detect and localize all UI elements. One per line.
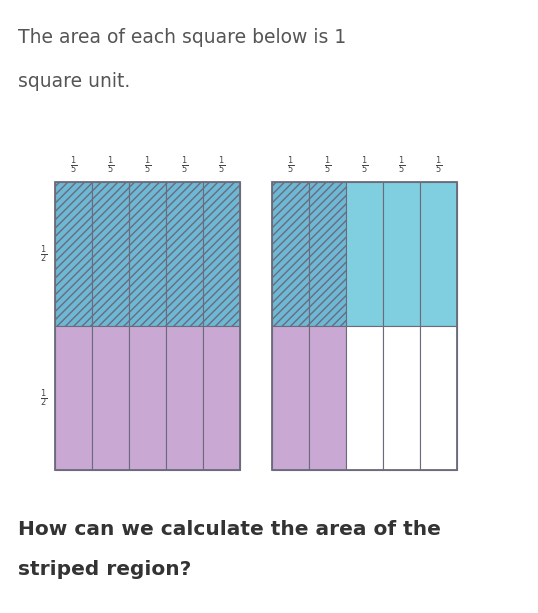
Bar bbox=[92, 182, 129, 326]
Bar bbox=[346, 326, 383, 470]
Bar bbox=[309, 182, 346, 326]
Bar bbox=[55, 182, 240, 470]
Text: $\frac{1}{2}$: $\frac{1}{2}$ bbox=[40, 243, 47, 265]
Text: $\frac{1}{5}$: $\frac{1}{5}$ bbox=[287, 154, 294, 176]
Text: $\frac{1}{5}$: $\frac{1}{5}$ bbox=[435, 154, 442, 176]
Text: $\frac{1}{5}$: $\frac{1}{5}$ bbox=[218, 154, 225, 176]
Text: $\frac{1}{5}$: $\frac{1}{5}$ bbox=[107, 154, 114, 176]
Bar bbox=[272, 182, 457, 470]
Bar bbox=[55, 182, 92, 326]
Bar bbox=[420, 326, 457, 470]
Bar bbox=[55, 326, 92, 470]
Bar bbox=[272, 182, 309, 326]
Text: How can we calculate the area of the: How can we calculate the area of the bbox=[18, 520, 441, 539]
Text: $\frac{1}{5}$: $\frac{1}{5}$ bbox=[70, 154, 77, 176]
Text: $\frac{1}{5}$: $\frac{1}{5}$ bbox=[181, 154, 188, 176]
Bar bbox=[166, 182, 203, 326]
Bar bbox=[129, 182, 166, 326]
Text: square unit.: square unit. bbox=[18, 72, 130, 91]
Bar bbox=[420, 182, 457, 326]
Bar bbox=[203, 182, 240, 326]
Bar bbox=[383, 182, 420, 326]
Text: $\frac{1}{5}$: $\frac{1}{5}$ bbox=[361, 154, 368, 176]
Text: striped region?: striped region? bbox=[18, 560, 191, 579]
Bar bbox=[203, 326, 240, 470]
Bar bbox=[272, 326, 309, 470]
Bar bbox=[92, 326, 129, 470]
Bar bbox=[383, 326, 420, 470]
Bar bbox=[309, 326, 346, 470]
Bar bbox=[129, 326, 166, 470]
Text: $\frac{1}{2}$: $\frac{1}{2}$ bbox=[40, 387, 47, 409]
Text: $\frac{1}{5}$: $\frac{1}{5}$ bbox=[144, 154, 151, 176]
Text: $\frac{1}{5}$: $\frac{1}{5}$ bbox=[324, 154, 331, 176]
Bar bbox=[346, 182, 383, 326]
Bar bbox=[166, 326, 203, 470]
Text: $\frac{1}{5}$: $\frac{1}{5}$ bbox=[398, 154, 405, 176]
Text: The area of each square below is 1: The area of each square below is 1 bbox=[18, 28, 346, 47]
